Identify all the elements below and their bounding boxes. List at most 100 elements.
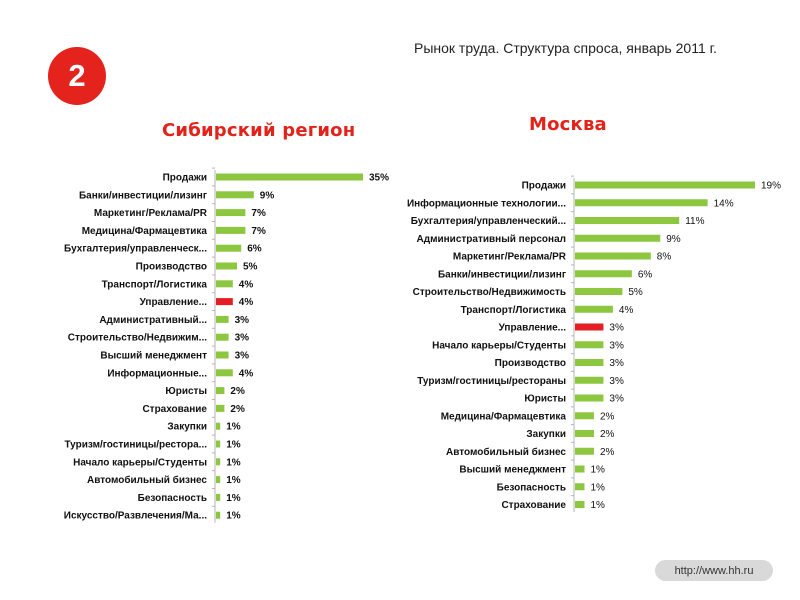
- value-label: 3%: [609, 376, 624, 387]
- category-label: Маркетинг/Реклама/PR: [94, 208, 208, 219]
- value-label: 1%: [226, 493, 241, 504]
- value-label: 3%: [235, 333, 250, 344]
- bar: [216, 387, 225, 395]
- value-label: 1%: [226, 422, 241, 433]
- category-label: Туризм/гостиницы/рестораны: [417, 376, 566, 387]
- value-label: 4%: [239, 297, 254, 308]
- value-label: 3%: [609, 358, 624, 369]
- bar: [216, 333, 229, 341]
- category-label: Безопасность: [138, 493, 207, 504]
- bar: [575, 394, 604, 402]
- value-label: 1%: [226, 511, 241, 522]
- bar: [575, 412, 594, 420]
- bar: [216, 226, 246, 234]
- bar: [575, 430, 594, 437]
- category-label: Юристы: [165, 386, 207, 397]
- value-label: 11%: [685, 216, 704, 227]
- category-label: Банки/инвестиции/лизинг: [438, 269, 566, 280]
- value-label: 2%: [600, 429, 615, 440]
- category-label: Туризм/гостиницы/рестора...: [64, 440, 207, 451]
- bar: [216, 315, 229, 323]
- value-label: 5%: [628, 287, 643, 298]
- category-label: Автомобильный бизнес: [87, 474, 207, 486]
- category-label: Информационные технологии...: [407, 197, 566, 209]
- value-label: 3%: [235, 315, 250, 326]
- category-label: Страхование: [501, 500, 566, 511]
- category-label: Автомобильный бизнес: [446, 446, 566, 458]
- category-label: Юристы: [524, 394, 566, 405]
- bar: [575, 252, 651, 260]
- value-label: 1%: [226, 440, 241, 451]
- category-label: Продажи: [163, 173, 207, 184]
- category-label: Строительство/Недвижим...: [68, 333, 207, 344]
- bar: [216, 244, 242, 252]
- bar: [575, 288, 623, 295]
- bar: [575, 465, 585, 473]
- category-label: Административный персонал: [417, 234, 566, 245]
- category-label: Закупки: [526, 429, 566, 440]
- value-label: 3%: [609, 340, 624, 351]
- bar: [575, 217, 680, 224]
- bar: [216, 422, 221, 430]
- bar: [216, 280, 233, 288]
- value-label: 8%: [657, 252, 672, 263]
- bar: [216, 404, 225, 412]
- category-label: Начало карьеры/Студенты: [432, 340, 566, 351]
- category-label: Закупки: [167, 422, 207, 433]
- value-label: 4%: [239, 279, 254, 290]
- value-label: 1%: [590, 500, 605, 511]
- value-label: 1%: [226, 475, 241, 486]
- bar: [575, 234, 661, 242]
- bar: [575, 181, 755, 189]
- category-label: Начало карьеры/Студенты: [73, 457, 207, 468]
- value-label: 3%: [609, 394, 624, 405]
- footer-url-badge[interactable]: http://www.hh.ru: [655, 560, 773, 581]
- value-label: 6%: [638, 269, 653, 280]
- category-label: Безопасность: [497, 482, 566, 493]
- category-label: Производство: [136, 262, 207, 273]
- value-label: 1%: [590, 465, 605, 476]
- category-label: Строительство/Недвижимость: [413, 287, 566, 298]
- highlighted-bar: [575, 323, 604, 331]
- category-label: Управление...: [140, 297, 208, 308]
- page-title: Рынок труда. Структура спроса, январь 20…: [414, 40, 717, 56]
- category-label: Страхование: [142, 404, 207, 415]
- category-label: Административный...: [99, 315, 207, 326]
- bar: [216, 209, 246, 217]
- value-label: 1%: [590, 482, 605, 493]
- category-label: Транспорт/Логистика: [461, 305, 567, 316]
- value-label: 7%: [251, 208, 266, 219]
- category-label: Медицина/Фармацевтика: [441, 411, 567, 422]
- bar: [575, 199, 708, 207]
- value-label: 9%: [260, 190, 275, 201]
- category-label: Управление...: [499, 323, 567, 334]
- bar: [216, 511, 221, 519]
- category-label: Информационные...: [107, 367, 207, 379]
- bar: [216, 369, 233, 377]
- bar: [575, 270, 632, 278]
- category-label: Бухгалтерия/управленческ...: [64, 244, 207, 255]
- value-label: 3%: [609, 323, 624, 334]
- value-label: 6%: [247, 244, 262, 255]
- category-label: Высший менеджмент: [100, 351, 207, 362]
- category-label: Медицина/Фармацевтика: [82, 226, 208, 237]
- bar: [216, 493, 221, 501]
- bar: [216, 262, 237, 270]
- category-label: Производство: [495, 358, 566, 369]
- value-label: 4%: [619, 305, 634, 316]
- bar: [216, 458, 221, 466]
- bar: [575, 501, 585, 508]
- value-label: 19%: [761, 181, 781, 192]
- bar: [216, 351, 229, 359]
- bar: [216, 191, 254, 199]
- value-label: 3%: [235, 351, 250, 362]
- category-label: Высший менеджмент: [459, 465, 566, 476]
- category-label: Маркетинг/Реклама/PR: [453, 252, 567, 263]
- value-label: 1%: [226, 457, 241, 468]
- highlighted-bar: [216, 298, 233, 306]
- category-label: Искусство/Развлечения/Ма...: [64, 511, 207, 522]
- value-label: 2%: [230, 386, 245, 397]
- category-label: Бухгалтерия/управленческий...: [411, 216, 566, 227]
- bar: [575, 447, 594, 455]
